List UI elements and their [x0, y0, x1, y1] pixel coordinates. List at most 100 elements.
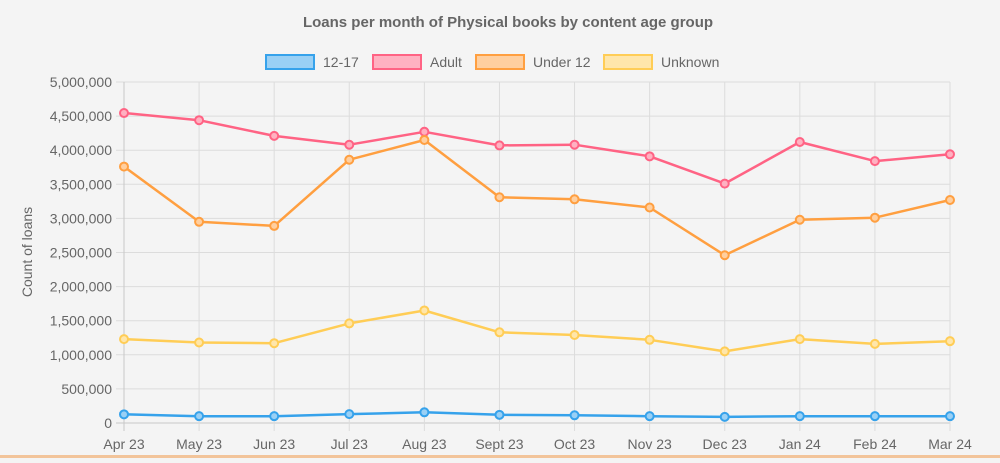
data-point[interactable] [119, 161, 129, 172]
data-point[interactable] [119, 334, 129, 345]
x-tick-label: Feb 24 [853, 436, 897, 452]
data-point[interactable] [269, 338, 280, 349]
data-point[interactable] [344, 318, 355, 329]
data-point[interactable] [719, 346, 730, 357]
series-lines [119, 108, 955, 422]
data-point[interactable] [419, 407, 430, 418]
legend-swatch [603, 54, 653, 70]
data-point[interactable] [269, 130, 280, 141]
data-point[interactable] [794, 137, 805, 148]
x-tick-label: Mar 24 [928, 436, 972, 452]
data-point[interactable] [569, 194, 580, 205]
data-point[interactable] [644, 151, 655, 162]
y-tick-label: 2,500,000 [50, 245, 112, 261]
grid [116, 81, 951, 431]
x-tick-label: Apr 23 [103, 436, 144, 452]
legend-item-12-17[interactable]: 12-17 [265, 54, 359, 70]
data-point[interactable] [719, 178, 730, 189]
series-12-17 [119, 407, 955, 422]
data-point[interactable] [945, 411, 955, 422]
data-point[interactable] [794, 411, 805, 422]
x-axis: Apr 23 May 23 Jun 23 Jul 23 Aug 23 Sept 23 Oct… [103, 436, 972, 452]
x-tick-label: Nov 23 [627, 436, 672, 452]
legend-label: Under 12 [533, 54, 591, 70]
data-point[interactable] [945, 336, 955, 347]
y-tick-label: 5,000,000 [50, 74, 112, 90]
y-tick-label: 1,500,000 [50, 313, 112, 329]
data-point[interactable] [194, 115, 205, 126]
x-tick-label: Jul 23 [331, 436, 369, 452]
legend-item-under-12[interactable]: Under 12 [475, 54, 591, 70]
series-line [123, 411, 950, 419]
data-point[interactable] [344, 139, 355, 150]
y-tick-label: 3,500,000 [50, 176, 112, 192]
data-point[interactable] [644, 334, 655, 345]
data-point[interactable] [569, 410, 580, 421]
data-point[interactable] [644, 202, 655, 213]
legend-swatch [265, 54, 315, 70]
data-point[interactable] [644, 411, 655, 422]
data-point[interactable] [494, 327, 505, 338]
y-tick-label: 4,500,000 [50, 108, 112, 124]
chart-title: Loans per month of Physical books by con… [303, 14, 713, 31]
bottom-divider [0, 455, 1000, 458]
y-axis-label: Count of loans [19, 207, 35, 297]
series-line [123, 309, 951, 353]
x-tick-label: Sept 23 [475, 436, 523, 452]
x-tick-label: Oct 23 [554, 436, 595, 452]
x-tick-label: Dec 23 [703, 436, 748, 452]
data-point[interactable] [869, 156, 880, 167]
data-point[interactable] [569, 330, 580, 341]
data-point[interactable] [269, 411, 280, 422]
x-tick-label: Jun 23 [253, 436, 295, 452]
data-point[interactable] [419, 305, 430, 316]
legend-item-adult[interactable]: Adult [372, 54, 462, 70]
data-point[interactable] [494, 409, 505, 420]
data-point[interactable] [719, 250, 730, 261]
data-point[interactable] [869, 212, 880, 223]
data-point[interactable] [794, 214, 805, 225]
data-point[interactable] [945, 149, 955, 160]
legend-label: Adult [430, 54, 462, 70]
data-point[interactable] [419, 126, 430, 137]
series-under-12 [119, 134, 955, 261]
x-tick-label: May 23 [176, 436, 222, 452]
legend-item-unknown[interactable]: Unknown [603, 54, 719, 70]
legend-label: 12-17 [323, 54, 359, 70]
data-point[interactable] [194, 411, 205, 422]
legend-label: Unknown [661, 54, 719, 70]
data-point[interactable] [869, 411, 880, 422]
legend-swatch [475, 54, 525, 70]
data-point[interactable] [419, 134, 430, 145]
data-point[interactable] [344, 409, 355, 420]
data-point[interactable] [869, 338, 880, 349]
data-point[interactable] [119, 409, 129, 420]
data-point[interactable] [494, 140, 505, 151]
y-tick-label: 2,000,000 [50, 279, 112, 295]
data-point[interactable] [794, 334, 805, 345]
data-point[interactable] [269, 220, 280, 231]
y-axis: 0 500,000 1,000,000 1,500,000 2,000,000 2,500… [50, 74, 113, 431]
data-point[interactable] [344, 154, 355, 165]
series-adult [119, 108, 955, 189]
data-point[interactable] [194, 337, 205, 348]
series-unknown [119, 305, 955, 357]
y-tick-label: 4,000,000 [50, 142, 112, 158]
legend: 12-17 Adult Under 12 Unknown [265, 54, 719, 70]
y-tick-label: 500,000 [61, 381, 112, 397]
series-line [123, 138, 951, 257]
series-line [123, 111, 951, 185]
legend-swatch [372, 54, 422, 70]
x-tick-label: Jan 24 [779, 436, 821, 452]
y-tick-label: 3,000,000 [50, 210, 112, 226]
data-point[interactable] [119, 108, 129, 119]
data-point[interactable] [494, 192, 505, 203]
data-point[interactable] [719, 411, 730, 422]
y-tick-label: 0 [104, 415, 112, 431]
y-tick-label: 1,000,000 [50, 347, 112, 363]
data-point[interactable] [194, 216, 205, 227]
x-tick-label: Aug 23 [402, 436, 447, 452]
data-point[interactable] [569, 139, 580, 150]
data-point[interactable] [945, 194, 955, 205]
